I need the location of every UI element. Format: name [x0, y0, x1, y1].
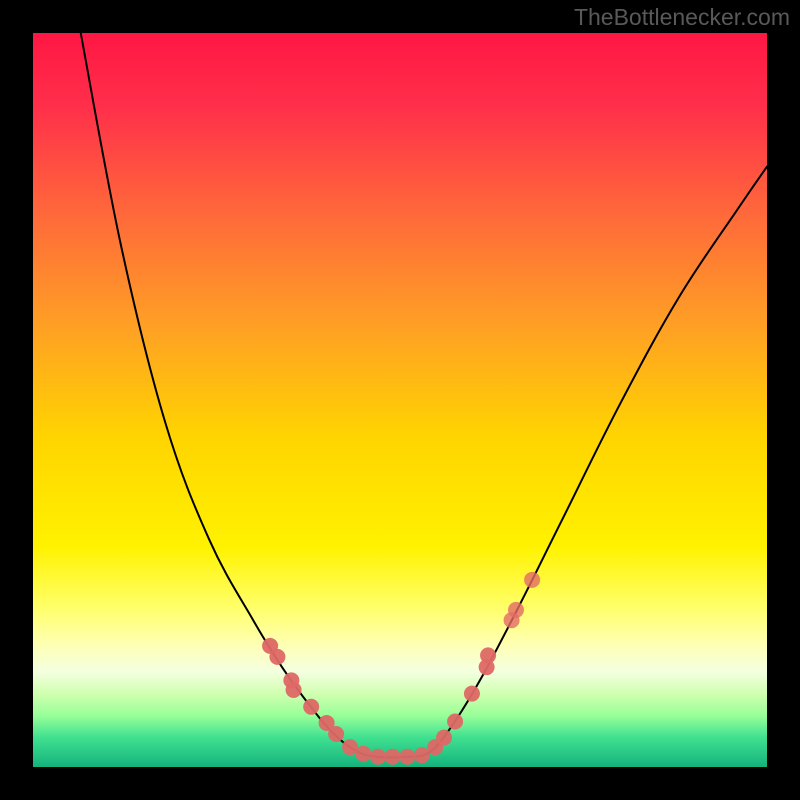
- data-point: [303, 699, 319, 715]
- data-point: [385, 749, 401, 765]
- data-point: [414, 747, 430, 763]
- data-point: [464, 686, 480, 702]
- data-point: [436, 730, 452, 746]
- chart-plot: [33, 33, 767, 767]
- data-point: [508, 602, 524, 618]
- data-point: [370, 749, 386, 765]
- data-point: [328, 726, 344, 742]
- data-point: [399, 749, 415, 765]
- data-point: [480, 647, 496, 663]
- data-point: [286, 682, 302, 698]
- chart-frame: TheBottlenecker.com: [0, 0, 800, 800]
- data-point: [269, 649, 285, 665]
- data-point: [447, 713, 463, 729]
- watermark-text: TheBottlenecker.com: [574, 4, 790, 31]
- data-point: [524, 572, 540, 588]
- data-point: [355, 746, 371, 762]
